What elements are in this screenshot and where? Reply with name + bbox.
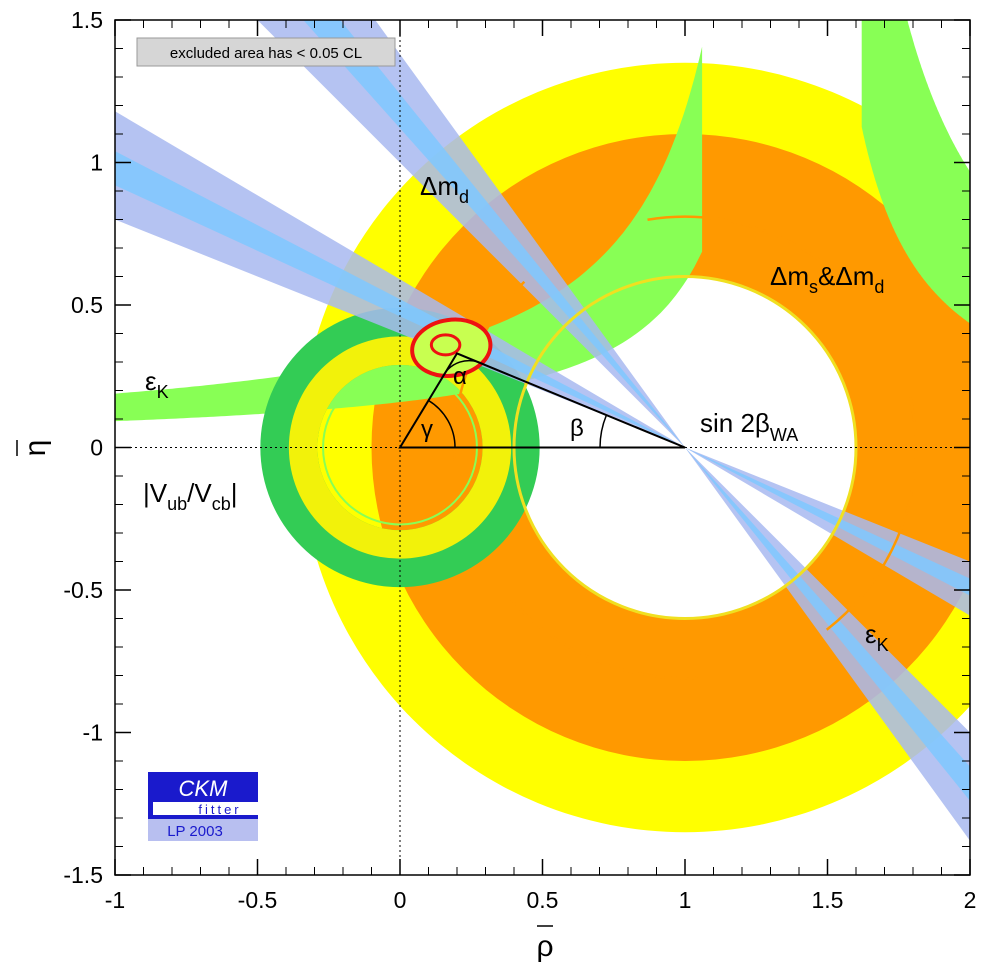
x-tick-label: -0.5 (238, 887, 278, 913)
y-tick-label: 0.5 (71, 292, 103, 318)
label-dmd: Δmd (420, 171, 469, 207)
label-dms-dmd: Δms&Δmd (770, 261, 884, 297)
x-tick-label: -1 (105, 887, 125, 913)
ticks: -1 -0.5 0 0.5 1 1.5 2-1.5-1-0.500.511.5 (63, 7, 976, 913)
y-axis-title: η (16, 440, 52, 457)
sin2b-band-outer-a (115, 111, 970, 616)
y-tick-label: -1.5 (63, 862, 103, 888)
angle-alpha-arc (440, 359, 486, 380)
x-tick-label: 2 (964, 887, 977, 913)
fit-contour-inner (429, 333, 462, 357)
y-tick-label: -1 (83, 720, 103, 746)
logo-ckm: CKM (179, 776, 229, 801)
sin2b-band-inner-a (115, 151, 970, 596)
y-tick-label: 0 (90, 435, 103, 461)
label-gamma: γ (421, 416, 433, 443)
ckmfitter-logo: CKM fitter LP 2003 (148, 772, 258, 841)
overlay (398, 352, 686, 449)
y-axis-label: η (19, 440, 52, 457)
epsk-band-upper (115, 46, 703, 422)
unitarity-triangle (398, 352, 686, 449)
x-tick-label: 0.5 (527, 887, 559, 913)
label-beta: β (570, 415, 584, 442)
label-vub-vcb: |Vub/Vcb| (143, 478, 238, 514)
logo-year: LP 2003 (167, 823, 223, 840)
y-tick-label: -0.5 (63, 577, 103, 603)
label-epsk-left: εK (145, 366, 169, 402)
plot-area (115, 20, 970, 875)
exclusion-note-text: excluded area has < 0.05 CL (170, 45, 362, 62)
y-tick-label: 1.5 (71, 7, 103, 33)
angle-beta-arc (599, 414, 608, 448)
x-tick-label: 1.5 (812, 887, 844, 913)
fit-contour-outer (410, 317, 493, 378)
x-tick-label: 0 (394, 887, 407, 913)
label-alpha: α (453, 363, 467, 390)
label-sin2beta: sin 2βWA (700, 408, 798, 445)
label-epsk-right: εK (865, 619, 889, 655)
x-tick-label: 1 (679, 887, 692, 913)
logo-fitter: fitter (198, 802, 241, 817)
x-axis-label: ρ (536, 930, 553, 963)
epsk-band-lower (861, 20, 970, 324)
x-axis-title: ρ (536, 925, 554, 963)
angle-gamma-arc (428, 399, 456, 448)
exclusion-note: excluded area has < 0.05 CL (136, 37, 396, 67)
y-tick-label: 1 (90, 150, 103, 176)
